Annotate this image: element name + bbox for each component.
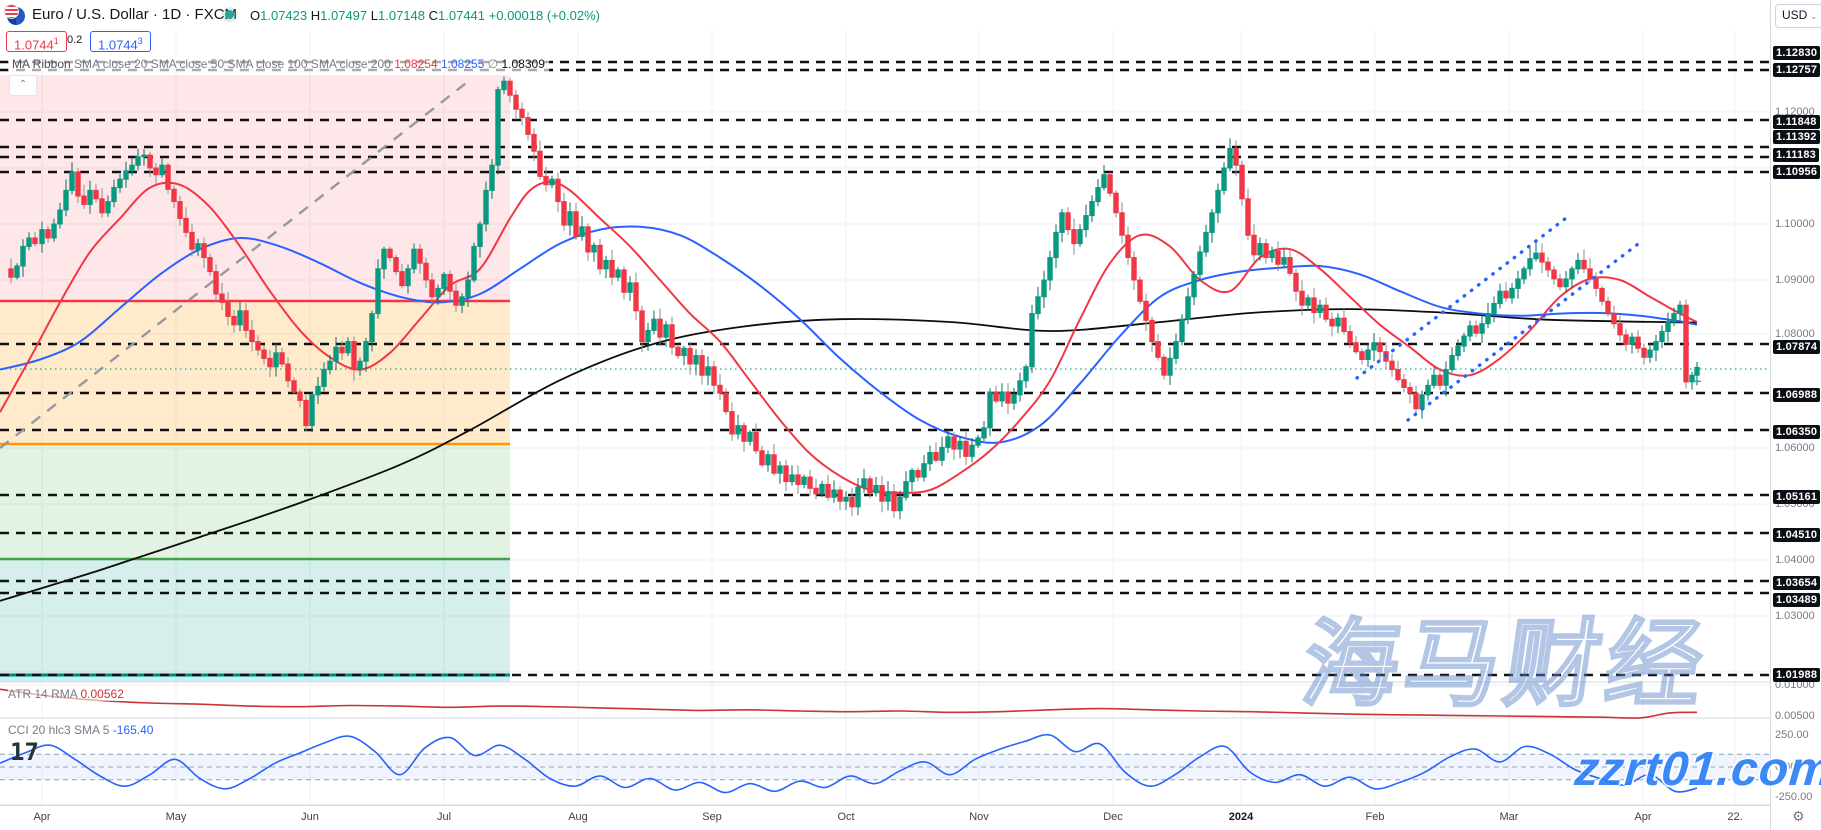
us-flag-icon <box>4 4 19 19</box>
time-tick-Mar: Mar <box>1499 811 1519 823</box>
sma50-line <box>0 225 1698 444</box>
buy-button[interactable]: 1.07443 <box>90 31 151 52</box>
time-tick-Sep: Sep <box>702 811 722 823</box>
indicator-params: SMA close 20 SMA close 50 SMA close 100 … <box>74 57 391 71</box>
open-value: 1.07423 <box>260 8 308 23</box>
time-axis[interactable]: Apr May Jun Jul Aug Sep Oct Nov Dec 2024 Feb Mar Apr… <box>0 805 1770 830</box>
ohlc-readout: O1.07423 H1.07497 L1.07148 C1.07441 +0.0… <box>250 8 600 23</box>
logo-17-watermark: 17 <box>10 738 39 766</box>
price-tick: 1.08000 <box>1775 328 1815 340</box>
eurusd-pair-icon <box>4 4 25 25</box>
zone-teal-strip <box>0 675 510 682</box>
price-tick: 1.10000 <box>1775 218 1815 230</box>
atr-title: ATR 14 RMA <box>8 687 78 701</box>
buy-pip-sup: 3 <box>137 36 143 46</box>
open-label: O <box>250 8 261 23</box>
time-tick-Apr: Apr <box>1634 811 1652 823</box>
market-open-dot-icon <box>225 10 234 19</box>
price-level-label: 1.11392 <box>1773 130 1820 144</box>
zone-support-green <box>0 444 510 559</box>
price-tick: 1.03000 <box>1775 610 1815 622</box>
price-level-label: 1.06988 <box>1773 388 1821 402</box>
price-tick: 1.09000 <box>1775 274 1815 286</box>
price-level-label: 1.04510 <box>1773 528 1821 542</box>
price-level-label: 1.05161 <box>1773 490 1821 504</box>
cci-tick: -250.00 <box>1775 791 1813 803</box>
time-tick-Jun: Jun <box>301 811 319 823</box>
symbol-toolbar: Euro / U.S. Dollar · 1D · FXCM O1.07423 … <box>0 0 1770 30</box>
price-tick: 1.04000 <box>1775 554 1815 566</box>
zone-support-teal <box>0 559 510 675</box>
change-value: +0.00018 <box>488 8 544 23</box>
price-level-label: 1.12757 <box>1773 63 1821 77</box>
atr-tick: 0.01000 <box>1775 679 1815 691</box>
atr-legend[interactable]: ATR 14 RMA 0.00562 <box>8 687 124 701</box>
time-tick-Nov: Nov <box>969 811 989 823</box>
symbol-title[interactable]: Euro / U.S. Dollar · 1D · FXCM <box>32 6 238 23</box>
chevron-down-icon: ⌄ <box>1810 12 1818 21</box>
sell-button[interactable]: 1.07441 <box>6 31 67 52</box>
cci-tick: 250.00 <box>1775 729 1809 741</box>
price-tick: 1.06000 <box>1775 442 1815 454</box>
price-axis[interactable]: USD ⌄ 1.12000 1.10000 1.09000 1.08000 1.06000… <box>1770 0 1821 830</box>
time-tick-May: May <box>165 811 187 823</box>
close-value: 1.07441 <box>438 8 486 23</box>
currency-selector-button[interactable]: USD ⌄ <box>1775 4 1821 28</box>
time-tick-Aug: Aug <box>568 811 588 823</box>
sma20-value: 1.08254 <box>394 57 438 71</box>
ma-ribbon-legend[interactable]: MA Ribbon SMA close 20 SMA close 50 SMA … <box>8 56 549 72</box>
cci-line <box>0 733 1698 794</box>
settings-icon[interactable]: ⚙ <box>1792 808 1805 824</box>
time-tick-Oct: Oct <box>837 811 855 823</box>
main-chart[interactable] <box>0 0 1770 830</box>
time-tick-22.: 22. <box>1727 811 1743 823</box>
time-tick-Feb: Feb <box>1365 811 1385 823</box>
cci-tick: 0.00 <box>1775 761 1797 773</box>
high-value: 1.07497 <box>320 8 368 23</box>
cci-legend[interactable]: CCI 20 hlc3 SMA 5 -165.40 <box>8 723 154 737</box>
price-level-label: 1.10956 <box>1773 165 1821 179</box>
time-tick-2024: 2024 <box>1228 811 1254 823</box>
zone-orange <box>0 301 510 444</box>
time-tick-Jul: Jul <box>436 811 452 823</box>
atr-line <box>0 688 1698 719</box>
price-level-label: 1.06350 <box>1773 425 1821 439</box>
time-tick-Dec: Dec <box>1103 811 1123 823</box>
sma200-line <box>0 308 1698 602</box>
price-level-label: 1.12830 <box>1773 46 1821 60</box>
low-label: L <box>370 8 378 23</box>
price-level-label: 1.01988 <box>1773 668 1821 682</box>
price-level-label: 1.03489 <box>1773 593 1821 607</box>
change-percent: (+0.02%) <box>546 8 600 23</box>
indicator-title: MA Ribbon <box>12 57 71 71</box>
spread-value: 0.2 <box>67 34 83 46</box>
chevron-up-icon: ⌃ <box>18 79 28 90</box>
sma20-line <box>0 180 1698 494</box>
sma200-value: 1.08309 <box>501 57 545 71</box>
high-label: H <box>310 8 321 23</box>
atr-tick: 0.00500 <box>1775 710 1815 722</box>
price-level-label: 1.11183 <box>1773 148 1819 162</box>
atr-value: 0.00562 <box>80 687 124 701</box>
price-level-label: 1.07874 <box>1773 340 1821 354</box>
cci-value: -165.40 <box>112 723 154 737</box>
sma50-value: 1.08255 <box>440 57 485 71</box>
dotted-channel-line <box>1406 242 1640 422</box>
time-tick-Apr: Apr <box>33 811 51 823</box>
collapse-legend-button[interactable]: ⌃ <box>9 75 37 96</box>
price-level-label: 1.11848 <box>1773 115 1820 129</box>
sell-pip-sup: 1 <box>53 36 59 46</box>
sma100-hidden-icon: ∅ <box>487 57 499 71</box>
low-value: 1.07148 <box>378 8 425 23</box>
cci-title: CCI 20 hlc3 SMA 5 <box>8 723 110 737</box>
price-level-label: 1.03654 <box>1773 576 1821 590</box>
dotted-channel-line <box>1355 213 1572 380</box>
close-label: C <box>428 8 439 23</box>
